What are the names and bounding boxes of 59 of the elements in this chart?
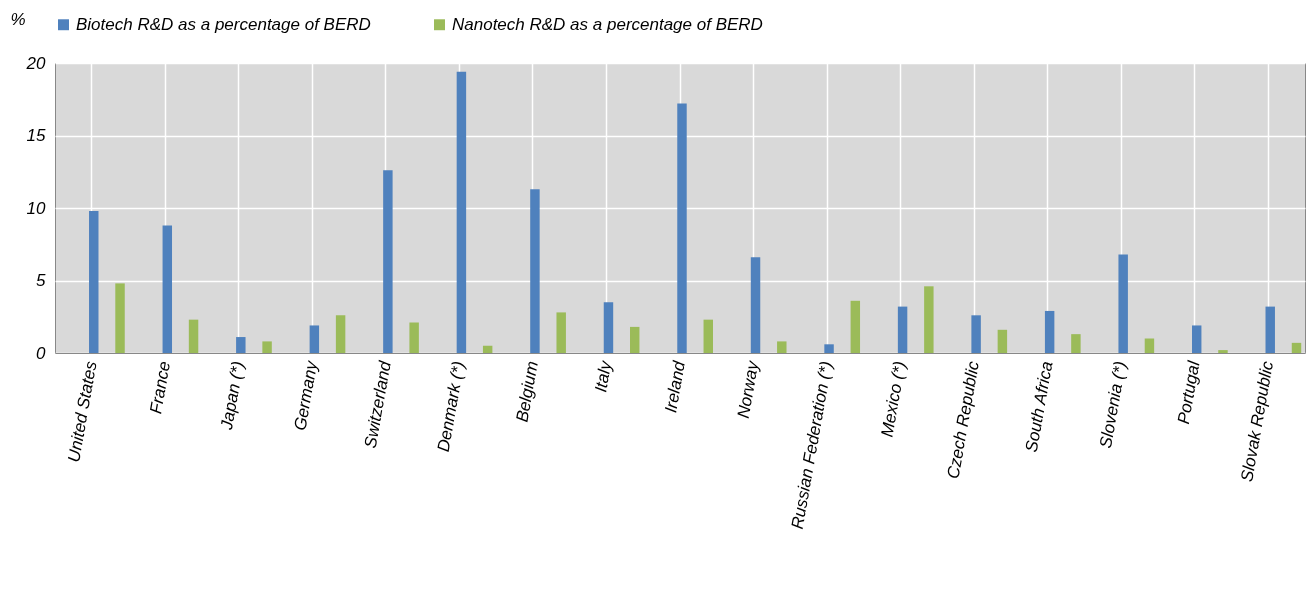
bar bbox=[115, 283, 125, 353]
bar bbox=[556, 312, 566, 353]
x-tick-label: Norway bbox=[733, 358, 763, 420]
x-tick-label: United States bbox=[64, 359, 101, 464]
bar bbox=[236, 337, 246, 353]
x-tick-label: Ireland bbox=[661, 359, 689, 415]
x-tick-label: Russian Federation (*) bbox=[787, 359, 836, 531]
bar bbox=[262, 341, 272, 353]
bar bbox=[1291, 342, 1302, 353]
bar bbox=[482, 345, 493, 353]
x-tick-label: Italy bbox=[591, 358, 616, 394]
bar bbox=[850, 300, 861, 353]
x-tick-label: Slovenia (*) bbox=[1096, 359, 1131, 450]
bar bbox=[630, 326, 640, 353]
bar bbox=[971, 315, 981, 353]
bar bbox=[703, 319, 713, 353]
bar bbox=[997, 329, 1008, 353]
x-tick-label: Czech Republic bbox=[943, 359, 984, 481]
x-tick-label: Japan (*) bbox=[216, 359, 248, 432]
bar bbox=[456, 71, 467, 353]
bar bbox=[188, 319, 199, 353]
bar bbox=[383, 170, 393, 353]
x-tick-label: Switzerland bbox=[360, 359, 395, 450]
bar bbox=[409, 322, 419, 353]
bar bbox=[924, 286, 934, 353]
bar bbox=[1144, 338, 1155, 353]
x-tick-label: South Africa bbox=[1021, 359, 1057, 454]
x-tick-label: Belgium bbox=[512, 359, 542, 424]
bar bbox=[677, 103, 687, 353]
bar bbox=[530, 189, 540, 353]
bar bbox=[1191, 325, 1202, 353]
bar bbox=[603, 302, 614, 353]
x-tick-label: Denmark (*) bbox=[433, 359, 469, 454]
bar bbox=[1265, 306, 1275, 353]
bar bbox=[1071, 334, 1081, 353]
y-tick-label: 15 bbox=[26, 126, 47, 145]
y-tick-label: 5 bbox=[36, 271, 47, 290]
bar bbox=[897, 306, 908, 353]
x-tick-label: Slovak Republic bbox=[1237, 359, 1278, 484]
legend-label: Nanotech R&D as a percentage of BERD bbox=[452, 14, 763, 34]
bar bbox=[1218, 350, 1228, 353]
bar bbox=[1044, 310, 1055, 353]
legend-label: Biotech R&D as a percentage of BERD bbox=[76, 14, 371, 34]
bar bbox=[750, 257, 761, 353]
bar bbox=[89, 210, 99, 353]
y-tick-label: 10 bbox=[26, 198, 47, 218]
bar bbox=[1118, 254, 1128, 353]
x-tick-label: Portugal bbox=[1173, 358, 1204, 426]
y-tick-label: 0 bbox=[36, 343, 47, 363]
y-axis-title: % bbox=[10, 9, 26, 29]
bar bbox=[162, 225, 173, 353]
x-tick-label: Germany bbox=[290, 358, 322, 432]
bar bbox=[309, 325, 320, 353]
bar bbox=[777, 341, 787, 353]
bar bbox=[824, 344, 834, 353]
y-tick-label: 20 bbox=[25, 53, 47, 73]
x-tick-label: Mexico (*) bbox=[877, 359, 910, 439]
bar bbox=[335, 315, 346, 353]
x-tick-label: France bbox=[146, 359, 175, 416]
